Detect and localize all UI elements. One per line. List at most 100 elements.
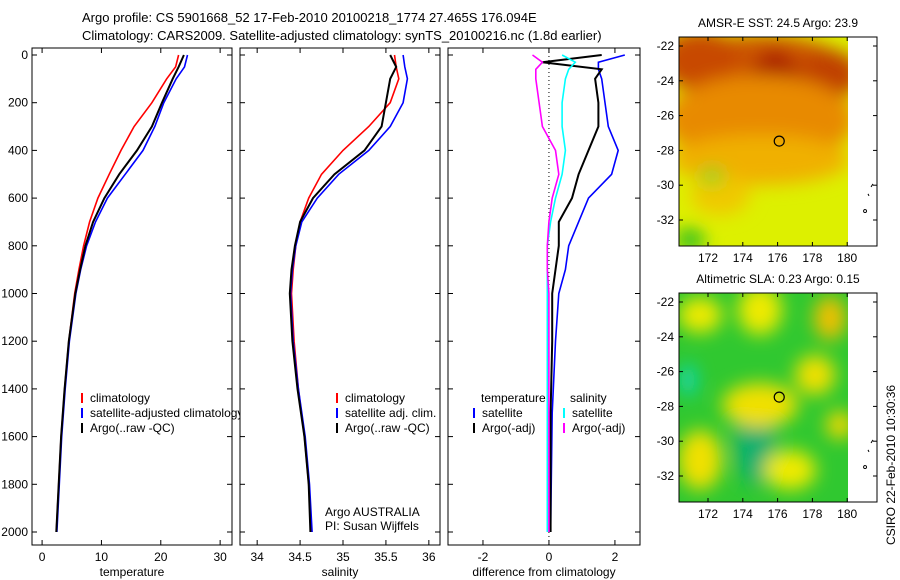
- x-tick-label: 174: [733, 507, 753, 521]
- x-axis-label: salinity: [322, 565, 359, 579]
- y-tick-label: -28: [657, 399, 675, 413]
- legend-header: temperature: [481, 391, 546, 405]
- legend-label: satellite: [482, 406, 523, 420]
- x-tick-label: 176: [768, 251, 788, 265]
- y-tick-label: 200: [8, 96, 28, 110]
- x-tick-label: 20: [154, 550, 168, 564]
- y-tick-label: -22: [657, 39, 675, 53]
- series-line-argo-raw-qc-: [55, 54, 185, 533]
- y-tick-label: 1000: [1, 287, 28, 301]
- map-anomaly: [814, 296, 846, 340]
- map-anomaly: [679, 297, 722, 333]
- map-anomaly: [722, 383, 798, 427]
- map-anomaly: [700, 168, 724, 184]
- x-tick-label: 2: [612, 550, 619, 564]
- y-tick-label: -26: [657, 109, 675, 123]
- header-line1: Argo profile: CS 5901668_52 17-Feb-2010 …: [82, 10, 537, 25]
- legend-header: salinity: [570, 391, 607, 405]
- x-tick-label: 36: [422, 550, 436, 564]
- x-tick-label: 10: [95, 550, 109, 564]
- map-field: [679, 37, 848, 246]
- legend-label: Argo(-adj): [572, 421, 625, 435]
- legend-label: satellite: [572, 406, 613, 420]
- x-tick-label: 0: [546, 550, 553, 564]
- x-tick-label: 178: [802, 251, 822, 265]
- legend-label: Argo(..raw -QC): [90, 421, 175, 435]
- series-line-salinity-satellite: [546, 54, 577, 532]
- y-tick-label: -22: [657, 295, 675, 309]
- y-tick-label: -24: [657, 330, 675, 344]
- y-tick-label: -32: [657, 469, 675, 483]
- x-tick-label: 30: [213, 550, 227, 564]
- series-line-argo-raw-qc-: [288, 54, 398, 533]
- island-outline: [863, 439, 874, 470]
- x-tick-label: 176: [768, 507, 788, 521]
- map-anomaly: [679, 430, 722, 490]
- panel-sal: 34 34.5 35 35.5 36 salinity climatologysatelli…: [239, 47, 441, 579]
- map-anomaly: [795, 355, 835, 395]
- y-tick-label: -28: [657, 143, 675, 157]
- legend-label: climatology: [90, 391, 150, 405]
- x-tick-label: 178: [802, 507, 822, 521]
- header-line2: Climatology: CARS2009. Satellite-adjuste…: [82, 28, 602, 43]
- x-tick-label: 172: [698, 507, 718, 521]
- x-tick-label: 34: [250, 550, 264, 564]
- axes-box: [31, 47, 233, 546]
- panel-temp: 0 10 20 30 0 200 400 600 800 1000 1200 1400 1600 1800…: [1, 47, 243, 579]
- x-tick-label: 180: [837, 251, 857, 265]
- map-title: AMSR-E SST: 24.5 Argo: 23.9: [698, 16, 858, 30]
- island-outline: [863, 183, 874, 214]
- x-tick-label: -2: [478, 550, 489, 564]
- x-tick-label: 180: [837, 507, 857, 521]
- y-tick-label: 2000: [1, 525, 28, 539]
- legend-label: Argo(-adj): [482, 421, 535, 435]
- legend-label: satellite adj. clim.: [345, 406, 436, 420]
- x-tick-label: 34.5: [288, 550, 312, 564]
- y-tick-label: 600: [8, 191, 28, 205]
- argo-position-marker: [773, 135, 785, 147]
- argo-position-marker: [773, 391, 785, 403]
- map-title: Altimetric SLA: 0.23 Argo: 0.15: [696, 272, 860, 286]
- y-tick-label: 400: [8, 143, 28, 157]
- y-tick-label: -30: [657, 434, 675, 448]
- map-anomaly: [679, 37, 740, 90]
- y-tick-label: -26: [657, 365, 675, 379]
- legend-label: climatology: [345, 391, 405, 405]
- y-tick-label: -24: [657, 74, 675, 88]
- x-tick-label: 174: [733, 251, 753, 265]
- map-anomaly: [690, 175, 750, 215]
- y-tick-label: 1600: [1, 430, 28, 444]
- legend-label: Argo(..raw -QC): [345, 421, 430, 435]
- timestamp: CSIRO 22-Feb-2010 10:30:36: [884, 385, 898, 545]
- map-anomaly: [679, 135, 848, 185]
- axes-box: [447, 47, 641, 546]
- x-tick-label: 172: [698, 251, 718, 265]
- legend-label: satellite-adjusted climatology: [90, 406, 243, 420]
- y-tick-label: 800: [8, 239, 28, 253]
- y-tick-label: -30: [657, 178, 675, 192]
- series-line-salinity-argo-adj-: [532, 54, 560, 532]
- credit-line1: Argo AUSTRALIA: [325, 505, 420, 519]
- x-axis-label: difference from climatology: [472, 565, 615, 579]
- map-anomaly: [826, 411, 848, 439]
- y-tick-label: 0: [21, 48, 28, 62]
- axes-box: [239, 47, 441, 546]
- x-axis-label: temperature: [100, 565, 165, 579]
- series-line-temperature-satellite: [549, 54, 626, 533]
- x-tick-label: 35: [336, 550, 350, 564]
- map-anomaly: [738, 293, 782, 335]
- map-anomaly: [680, 364, 696, 396]
- series-line-temperature-argo-adj-: [542, 54, 604, 532]
- map-field: [679, 293, 848, 502]
- x-tick-label: 35.5: [374, 550, 398, 564]
- map-sla: Altimetric SLA: 0.23 Argo: 0.15 172 174 176…: [657, 272, 878, 521]
- y-tick-label: 1800: [1, 477, 28, 491]
- map-sst: AMSR-E SST: 24.5 Argo: 23.9 172 174 176 178 1…: [657, 16, 878, 265]
- y-tick-label: 1400: [1, 382, 28, 396]
- credit-line2: PI: Susan Wijffels: [325, 519, 419, 533]
- x-tick-label: 0: [39, 550, 46, 564]
- y-tick-label: -32: [657, 213, 675, 227]
- map-anomaly: [764, 450, 816, 490]
